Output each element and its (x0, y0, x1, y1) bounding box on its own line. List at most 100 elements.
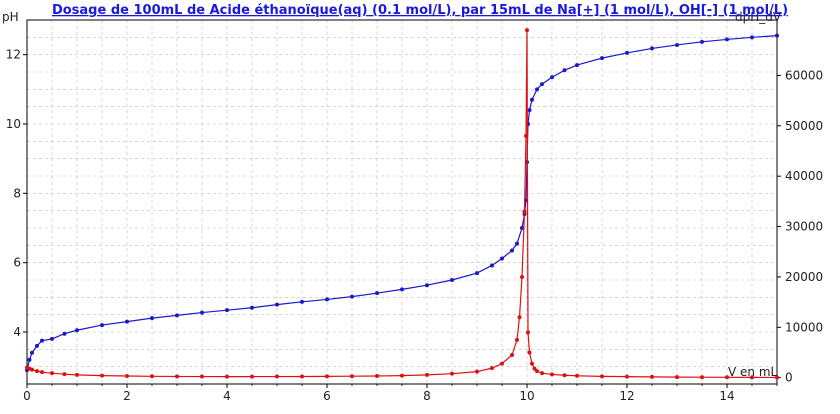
derivative-curve-point (600, 374, 604, 379)
ph-curve-point (675, 42, 679, 47)
y-axis-label: pH (2, 10, 19, 24)
derivative-curve-point (525, 28, 529, 33)
y-tick-label: 12 (6, 48, 21, 62)
ph-curve-point (530, 97, 534, 102)
derivative-curve-point (625, 374, 629, 379)
derivative-curve-point (526, 330, 530, 335)
ph-curve-point (300, 299, 304, 304)
y2-tick-label: 30000 (785, 220, 823, 234)
y-tick-label: 10 (6, 117, 21, 131)
ph-curve-point (225, 308, 229, 313)
ph-curve-point (625, 50, 629, 55)
ph-curve-point (490, 263, 494, 268)
derivative-curve-point (527, 350, 532, 355)
y-tick-label: 6 (13, 256, 21, 270)
derivative-curve-point (325, 374, 329, 379)
derivative-curve-point (475, 369, 479, 374)
derivative-curve-point (225, 374, 229, 379)
derivative-curve-point (175, 374, 179, 379)
ph-curve-point (175, 313, 179, 318)
series (25, 28, 779, 380)
ph-curve-point (750, 35, 754, 40)
x-tick-label: 14 (719, 389, 734, 403)
derivative-curve-point (40, 370, 44, 375)
y2-tick-label: 50000 (785, 119, 823, 133)
derivative-curve-point (517, 315, 522, 320)
ph-curve-point (600, 56, 604, 61)
derivative-curve-point (725, 375, 729, 380)
derivative-curve-point (540, 371, 544, 376)
ph-curve-point (100, 323, 104, 328)
derivative-curve-point (550, 372, 554, 377)
ph-curve-line (26, 35, 778, 371)
chart-title: Dosage de 100mL de Acide éthanoïque(aq) … (52, 3, 788, 18)
ph-curve-point (527, 108, 532, 113)
derivative-curve-point (62, 372, 67, 377)
ph-curve-point (700, 39, 704, 44)
ph-curve-point (375, 291, 379, 296)
x-tick-label: 8 (423, 389, 431, 403)
derivative-curve-point (490, 366, 494, 371)
derivative-curve-point (520, 274, 524, 279)
ph-curve-point (275, 302, 279, 307)
ph-curve-point (35, 343, 39, 348)
derivative-curve-point (524, 133, 528, 138)
ph-curve-point (650, 46, 654, 51)
derivative-curve-point (575, 373, 579, 378)
x-tick-label: 12 (619, 389, 634, 403)
x-tick-label: 2 (123, 389, 131, 403)
ph-curve-point (562, 68, 567, 73)
derivative-curve-point (400, 373, 404, 378)
derivative-curve-point (510, 353, 514, 358)
ph-curve-point (250, 305, 254, 310)
derivative-curve-point (425, 372, 429, 377)
y2-tick-labels: 0 10000 20000 30000 40000 50000 60000 (785, 68, 823, 384)
y-tick-label: 8 (13, 186, 21, 200)
x-tick-label: 6 (323, 389, 331, 403)
grid (27, 20, 777, 384)
ph-curve-point (575, 63, 579, 68)
y2-tick-label: 0 (785, 371, 793, 385)
derivative-curve-point (375, 373, 379, 378)
x-axis-label: V en mL (728, 365, 778, 379)
derivative-curve-point (75, 372, 79, 377)
ph-curve-point (500, 256, 504, 261)
ph-curve-point (775, 33, 779, 38)
ph-curve-point (510, 248, 514, 253)
ph-curve-point (40, 338, 44, 343)
ph-curve-point (400, 287, 404, 292)
derivative-curve-point (530, 361, 534, 366)
ph-curve-point (515, 241, 519, 246)
y-tick-labels: 4 6 8 10 12 (6, 48, 21, 339)
ph-curve-point (325, 297, 329, 302)
derivative-curve-line (26, 30, 778, 379)
derivative-curve-point (750, 375, 754, 380)
derivative-curve-point (50, 371, 54, 376)
x-tick-label: 4 (223, 389, 231, 403)
derivative-curve-point (775, 375, 779, 380)
derivative-curve-point (125, 373, 129, 378)
ph-curve-point (50, 336, 54, 341)
ph-curve-point (150, 316, 154, 321)
derivative-curve-point (300, 374, 304, 379)
ph-curve-point (75, 328, 79, 333)
ph-curve-point (350, 294, 354, 299)
ph-curve-point (535, 87, 539, 92)
derivative-curve-point (450, 371, 454, 376)
y2-tick-label: 60000 (785, 68, 823, 82)
derivative-curve-point (532, 366, 537, 371)
y2-axis-label: dpH_dV (735, 10, 782, 24)
ph-curve-point (450, 278, 454, 282)
derivative-curve-point (100, 373, 104, 378)
ph-curve-point (540, 82, 544, 87)
y-tick-label: 4 (13, 325, 21, 339)
derivative-curve-point (500, 361, 504, 366)
derivative-curve-point (35, 369, 39, 374)
derivative-curve-point (562, 373, 567, 378)
ph-curve-point (27, 357, 32, 362)
derivative-curve-point (30, 367, 34, 372)
derivative-curve-point (675, 375, 679, 380)
derivative-curve-point (150, 374, 154, 379)
derivative-curve-point (250, 374, 254, 379)
